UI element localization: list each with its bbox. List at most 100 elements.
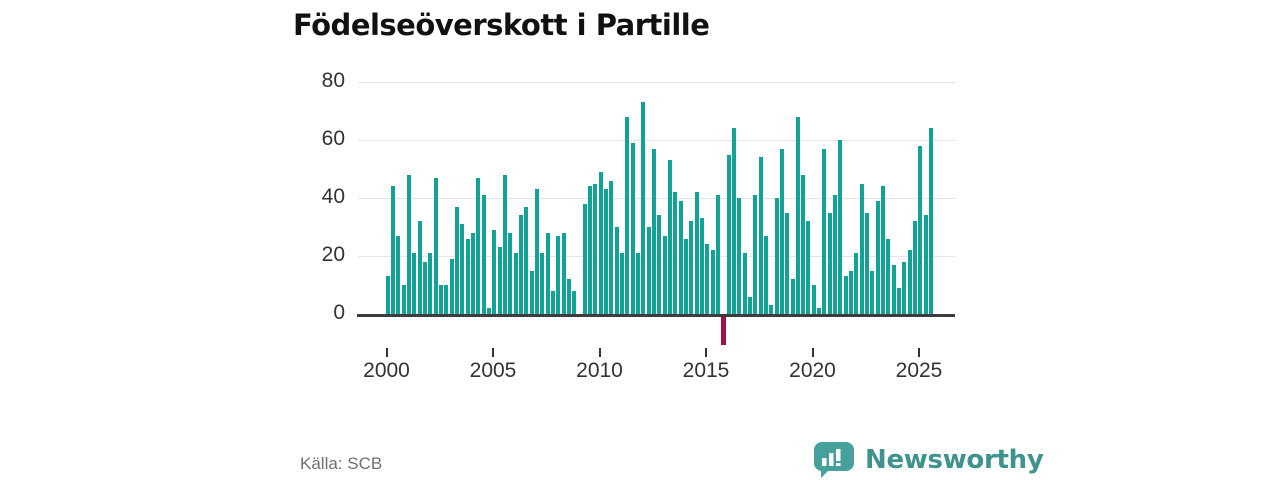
chart-bar (817, 308, 822, 314)
chart-bar (444, 285, 449, 314)
chart-bar (556, 235, 561, 314)
y-axis-tick-label: 40 (321, 185, 345, 208)
chart-bar (513, 253, 518, 314)
chart-bar (391, 186, 396, 314)
gridline-y40 (358, 198, 955, 199)
chart-bar (891, 264, 896, 314)
chart-bar (849, 270, 854, 314)
chart-bar (604, 189, 609, 314)
chart-bar (497, 247, 502, 314)
chart-bar (476, 177, 481, 314)
chart-bar (785, 212, 790, 314)
chart-bar-negative (721, 316, 727, 345)
chart-bar (753, 195, 758, 314)
chart-bar (886, 238, 891, 314)
chart-bar (684, 238, 688, 314)
chart-bar (508, 232, 513, 314)
chart-bar (801, 174, 806, 314)
x-axis-tick-label: 2020 (789, 359, 836, 382)
chart-bar (582, 203, 587, 314)
chart-bar (774, 198, 779, 314)
chart-bar (811, 285, 816, 314)
chart-title: Födelseöverskott i Partille (293, 8, 710, 42)
chart-bar (668, 160, 673, 314)
chart-bar (918, 145, 923, 314)
chart-bar (428, 253, 433, 314)
chart-bar (710, 250, 715, 314)
chart-bar (726, 154, 731, 314)
chart-bar (790, 279, 795, 314)
chart-bar (449, 258, 454, 314)
chart-bar (572, 290, 577, 314)
chart-bar (662, 235, 667, 314)
chart-bar (833, 195, 838, 314)
chart-bar (529, 270, 534, 314)
chart-bar (598, 171, 603, 314)
chart-bar (486, 308, 491, 314)
chart-bar (843, 276, 848, 314)
y-axis-tick-label: 20 (321, 243, 345, 266)
chart-bar (822, 148, 827, 314)
chart-bar (518, 215, 523, 314)
x-axis-tick-label: 2010 (576, 359, 623, 382)
chart-bar (588, 186, 593, 314)
chart-bar (838, 140, 843, 314)
chart-bar (641, 102, 646, 314)
chart-bar (758, 157, 763, 314)
chart-bar (534, 189, 539, 314)
chart-bar (609, 180, 614, 314)
chart-bar (897, 287, 901, 314)
chart-bar (502, 174, 507, 314)
chart-bar (689, 221, 694, 314)
chart-bar (715, 195, 720, 314)
chart-bar (455, 206, 460, 314)
x-axis-tick (385, 348, 388, 357)
x-axis-tick-label: 2005 (469, 359, 517, 382)
chart-bar (854, 253, 859, 314)
chart-bar (657, 215, 662, 314)
chart-bar (545, 232, 550, 314)
chart-bar (412, 253, 417, 314)
chart-bar (471, 232, 475, 314)
x-axis-tick-label: 2025 (895, 359, 943, 382)
chart-bar (433, 177, 438, 314)
x-axis-tick-label: 2000 (363, 359, 410, 382)
chart-bar (827, 212, 832, 314)
chart-bar (566, 279, 571, 314)
chart-bar (859, 183, 864, 314)
x-axis-tick-label: 2015 (682, 359, 730, 382)
x-axis-line (357, 314, 955, 317)
chart-bar (742, 253, 747, 314)
chart-bar (779, 148, 784, 314)
chart-bar (385, 276, 390, 314)
newsworthy-logo: Newsworthy (813, 440, 1044, 480)
gridline-y60 (358, 140, 955, 141)
chart-bar (550, 290, 555, 314)
newsworthy-wordmark: Newsworthy (865, 445, 1044, 475)
x-axis-tick (811, 348, 814, 357)
chart-bar (731, 128, 736, 314)
chart-bar (561, 232, 566, 314)
newsworthy-bubble-icon (814, 442, 854, 478)
chart-bar (625, 116, 630, 314)
chart-bar (699, 218, 704, 314)
chart-bar (636, 253, 641, 314)
chart-bar (881, 186, 886, 314)
chart-bar (439, 285, 444, 314)
x-axis-tick (492, 348, 494, 357)
x-axis-tick (598, 348, 601, 357)
x-axis-tick (918, 348, 920, 357)
y-axis-tick-label: 0 (333, 301, 345, 324)
y-axis-tick-label: 80 (321, 69, 345, 92)
chart-bar (652, 148, 657, 314)
chart-bar (923, 215, 928, 314)
chart-bar (401, 285, 406, 314)
chart-bar (630, 142, 635, 314)
chart-bar (620, 253, 625, 314)
chart-bar (694, 192, 699, 314)
chart-bar (902, 261, 907, 314)
x-axis-tick (705, 348, 707, 357)
chart-bar (912, 221, 917, 314)
chart-bar (481, 195, 486, 314)
